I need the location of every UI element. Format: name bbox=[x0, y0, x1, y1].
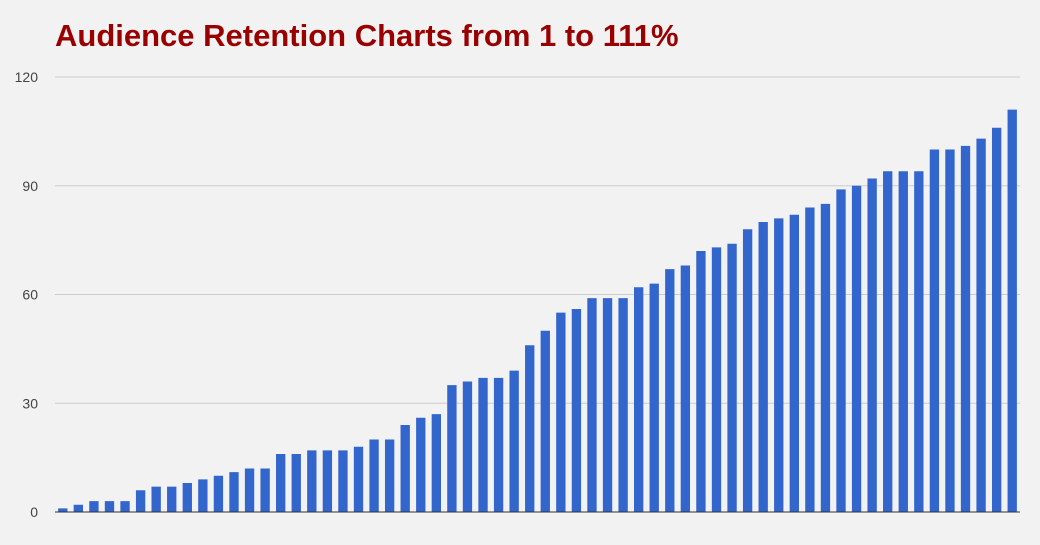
bar bbox=[307, 450, 317, 513]
bar bbox=[867, 178, 877, 512]
bar bbox=[789, 214, 799, 512]
bar bbox=[151, 486, 161, 513]
bar bbox=[167, 486, 177, 513]
bar bbox=[805, 207, 815, 512]
bar bbox=[322, 450, 333, 513]
bar bbox=[369, 439, 379, 512]
bar bbox=[493, 377, 504, 513]
bar bbox=[416, 417, 426, 512]
bar bbox=[618, 298, 628, 513]
bar bbox=[649, 283, 659, 513]
bar bbox=[898, 171, 908, 512]
bar bbox=[883, 171, 893, 512]
bar bbox=[338, 450, 348, 513]
bar bbox=[1007, 109, 1017, 513]
bar bbox=[89, 501, 99, 513]
bar bbox=[836, 189, 846, 513]
bar bbox=[73, 504, 84, 512]
bar bbox=[929, 149, 940, 512]
bar bbox=[571, 309, 582, 512]
bar bbox=[540, 330, 550, 512]
bar bbox=[758, 222, 768, 512]
bar bbox=[384, 439, 395, 512]
bar bbox=[58, 508, 68, 513]
bars bbox=[58, 109, 1017, 513]
bar bbox=[960, 145, 971, 513]
bar bbox=[556, 312, 566, 513]
bar bbox=[400, 425, 410, 512]
chart-title: Audience Retention Charts from 1 to 111% bbox=[55, 18, 679, 53]
bar bbox=[276, 454, 286, 512]
y-tick-label: 60 bbox=[22, 287, 38, 303]
bar bbox=[213, 475, 224, 512]
bar bbox=[229, 472, 239, 513]
bar bbox=[525, 345, 535, 512]
y-tick-label: 0 bbox=[30, 504, 38, 520]
bar bbox=[431, 414, 441, 513]
bar bbox=[976, 138, 986, 513]
bar bbox=[447, 385, 457, 513]
bar bbox=[120, 501, 130, 513]
y-tick-label: 30 bbox=[22, 395, 38, 411]
bar bbox=[260, 468, 270, 512]
bar bbox=[478, 377, 488, 513]
y-axis-labels: 0 30 60 90 120 bbox=[15, 69, 39, 520]
bar bbox=[665, 269, 675, 513]
bar bbox=[727, 243, 737, 512]
bar bbox=[711, 247, 722, 513]
bar bbox=[462, 381, 473, 512]
y-tick-label: 90 bbox=[22, 178, 38, 194]
bar bbox=[991, 127, 1002, 512]
bar bbox=[634, 287, 644, 512]
bar bbox=[509, 370, 519, 513]
bar bbox=[696, 251, 706, 512]
y-tick-label: 120 bbox=[15, 69, 39, 85]
bar bbox=[742, 229, 753, 512]
bar bbox=[182, 483, 192, 512]
bar bbox=[602, 298, 613, 513]
bar bbox=[914, 171, 924, 512]
bar bbox=[820, 203, 831, 513]
bar bbox=[945, 149, 955, 512]
bar bbox=[353, 446, 364, 512]
bar bbox=[587, 298, 597, 513]
bar bbox=[135, 490, 146, 512]
bar bbox=[680, 265, 691, 512]
bar bbox=[774, 218, 784, 513]
bar bbox=[851, 185, 862, 512]
bar bbox=[198, 479, 208, 513]
bar bbox=[291, 454, 301, 512]
bar bbox=[104, 501, 115, 513]
bar bbox=[244, 468, 255, 512]
